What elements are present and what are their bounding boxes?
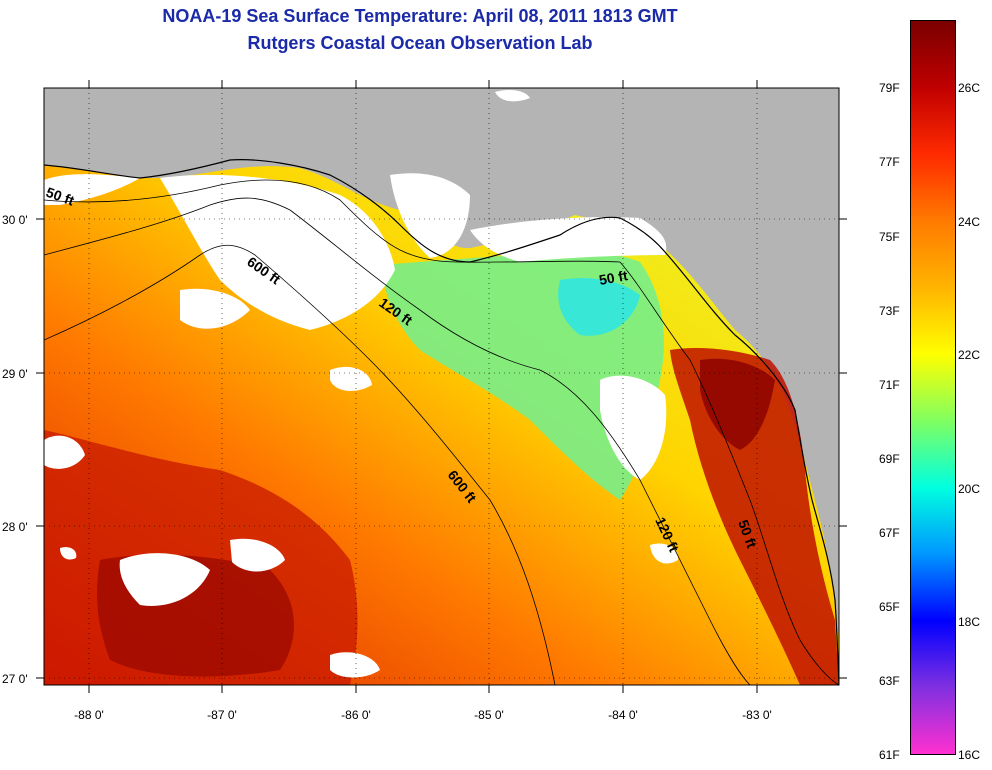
lon-label-84: -84 0' — [608, 708, 638, 722]
axis-ticks — [36, 80, 847, 693]
lon-label-83: -83 0' — [742, 708, 772, 722]
coastline — [44, 159, 839, 685]
cyan-patch — [558, 278, 640, 336]
warm-coastal-water — [670, 348, 839, 685]
sst-map: 50 ft 600 ft 120 ft 50 ft 600 ft 120 ft … — [2, 80, 847, 722]
lon-label-87: -87 0' — [207, 708, 237, 722]
colorbar-label-77f: 77F — [879, 155, 900, 169]
colorbar-label-69f: 69F — [879, 452, 900, 466]
contour-label-50ft-bigbend: 50 ft — [598, 267, 629, 288]
lat-label-27: 27 0' — [2, 672, 28, 686]
contour-120ft — [44, 197, 751, 685]
contour-50ft — [44, 179, 839, 685]
contour-600ft — [44, 244, 556, 685]
lat-label-30: 30 0' — [2, 213, 28, 227]
colorbar-label-16c: 16C — [958, 748, 981, 762]
colorbar-label-63f: 63F — [879, 674, 900, 688]
colorbar-label-71f: 71F — [879, 378, 900, 392]
lat-label-28: 28 0' — [2, 520, 28, 534]
lat-label-29: 29 0' — [2, 367, 28, 381]
temperature-colorbar — [910, 20, 956, 755]
map-title: NOAA-19 Sea Surface Temperature: April 0… — [162, 6, 678, 26]
colorbar-label-79f: 79F — [879, 81, 900, 95]
lon-label-85: -85 0' — [474, 708, 504, 722]
colorbar-label-75f: 75F — [879, 230, 900, 244]
lon-label-88: -88 0' — [74, 708, 104, 722]
colorbar-label-61f: 61F — [879, 748, 900, 762]
colorbar-label-24c: 24C — [958, 215, 981, 229]
colorbar-label-26c: 26C — [958, 81, 981, 95]
colorbar-label-65f: 65F — [879, 600, 900, 614]
hot-core — [700, 358, 775, 450]
plot-frame — [43, 87, 840, 686]
colorbar-label-73f: 73F — [879, 304, 900, 318]
lon-label-86: -86 0' — [341, 708, 371, 722]
cloud-cover — [44, 90, 679, 678]
colorbar-label-22c: 22C — [958, 348, 981, 362]
colorbar-label-20c: 20C — [958, 482, 981, 496]
map-subtitle: Rutgers Coastal Ocean Observation Lab — [247, 33, 593, 53]
colorbar-label-18c: 18C — [958, 615, 981, 629]
colorbar-label-67f: 67F — [879, 526, 900, 540]
